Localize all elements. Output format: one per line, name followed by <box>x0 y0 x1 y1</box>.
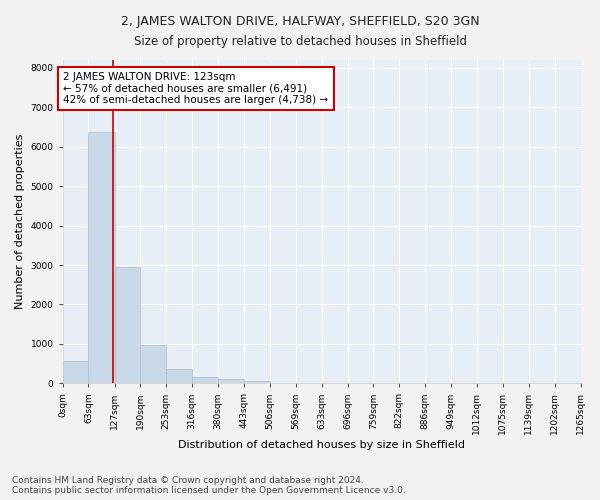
X-axis label: Distribution of detached houses by size in Sheffield: Distribution of detached houses by size … <box>178 440 465 450</box>
Text: 2 JAMES WALTON DRIVE: 123sqm
← 57% of detached houses are smaller (6,491)
42% of: 2 JAMES WALTON DRIVE: 123sqm ← 57% of de… <box>64 72 329 105</box>
Bar <box>192 376 218 384</box>
Y-axis label: Number of detached properties: Number of detached properties <box>15 134 25 310</box>
Text: Size of property relative to detached houses in Sheffield: Size of property relative to detached ho… <box>133 35 467 48</box>
Bar <box>244 381 270 384</box>
Text: Contains HM Land Registry data © Crown copyright and database right 2024.
Contai: Contains HM Land Registry data © Crown c… <box>12 476 406 495</box>
Bar <box>140 346 166 384</box>
Bar <box>166 369 192 384</box>
Bar <box>62 361 88 384</box>
Text: 2, JAMES WALTON DRIVE, HALFWAY, SHEFFIELD, S20 3GN: 2, JAMES WALTON DRIVE, HALFWAY, SHEFFIEL… <box>121 15 479 28</box>
Bar <box>115 267 140 384</box>
Bar <box>218 380 244 384</box>
Bar <box>88 132 115 384</box>
